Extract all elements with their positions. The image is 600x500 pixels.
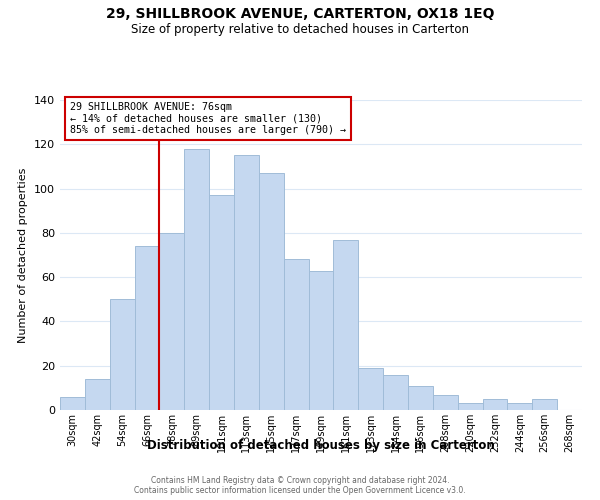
Bar [408, 386, 433, 410]
Bar [160, 233, 184, 410]
Text: Contains HM Land Registry data © Crown copyright and database right 2024.: Contains HM Land Registry data © Crown c… [151, 476, 449, 485]
Bar [60, 396, 85, 410]
Bar [209, 195, 234, 410]
Text: Distribution of detached houses by size in Carterton: Distribution of detached houses by size … [147, 440, 495, 452]
Bar [358, 368, 383, 410]
Bar [110, 300, 134, 410]
Bar [532, 399, 557, 410]
Text: Contains public sector information licensed under the Open Government Licence v3: Contains public sector information licen… [134, 486, 466, 495]
Bar [482, 399, 508, 410]
Text: 29, SHILLBROOK AVENUE, CARTERTON, OX18 1EQ: 29, SHILLBROOK AVENUE, CARTERTON, OX18 1… [106, 8, 494, 22]
Bar [284, 260, 308, 410]
Bar [234, 156, 259, 410]
Text: Size of property relative to detached houses in Carterton: Size of property relative to detached ho… [131, 22, 469, 36]
Y-axis label: Number of detached properties: Number of detached properties [19, 168, 28, 342]
Bar [85, 379, 110, 410]
Bar [334, 240, 358, 410]
Bar [508, 404, 532, 410]
Bar [184, 148, 209, 410]
Bar [458, 404, 482, 410]
Bar [433, 394, 458, 410]
Bar [259, 173, 284, 410]
Text: 29 SHILLBROOK AVENUE: 76sqm
← 14% of detached houses are smaller (130)
85% of se: 29 SHILLBROOK AVENUE: 76sqm ← 14% of det… [70, 102, 346, 134]
Bar [383, 374, 408, 410]
Bar [134, 246, 160, 410]
Bar [308, 270, 334, 410]
